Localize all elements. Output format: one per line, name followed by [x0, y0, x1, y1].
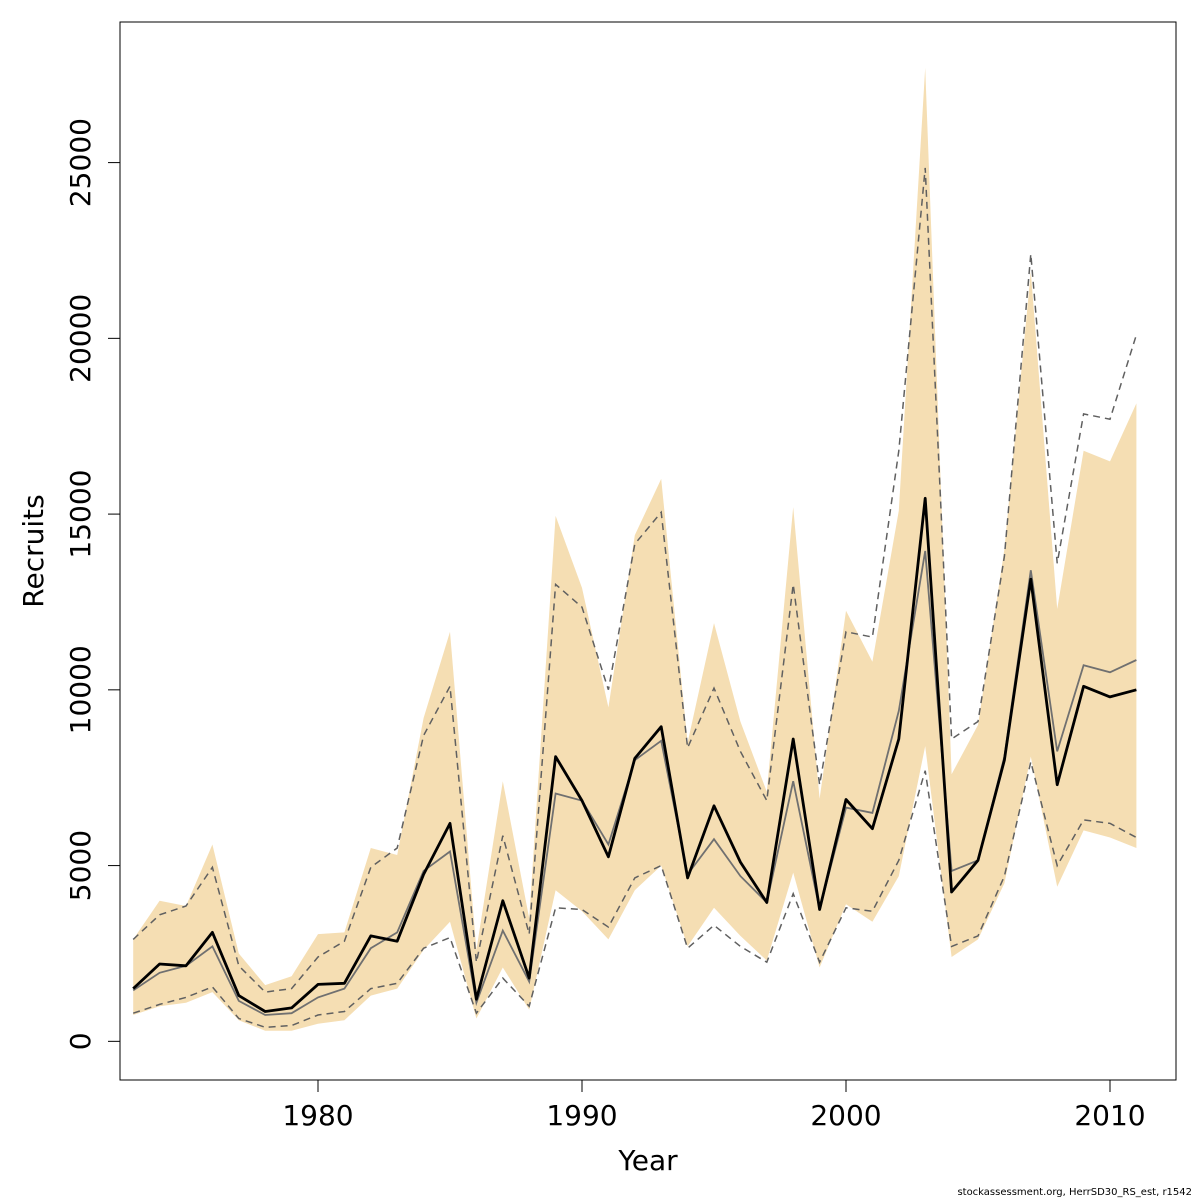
x-tick-label: 1980 [282, 1099, 353, 1132]
x-tick-label: 2000 [810, 1099, 881, 1132]
alt-upper-line [132, 167, 1138, 993]
alt-lower-line [132, 761, 1137, 1029]
axes: 1980 1990 2000 2010 0 5000 10000 15000 20000 2500… [64, 118, 1146, 1132]
y-tick-label: 20000 [64, 294, 97, 383]
x-tick-label: 1990 [546, 1099, 617, 1132]
y-tick-label: 15000 [64, 470, 97, 559]
estimate-line [132, 496, 1137, 1013]
y-axis-title: Recruits [17, 494, 50, 607]
x-tick-label: 2010 [1074, 1099, 1145, 1132]
y-tick-label: 0 [64, 1032, 97, 1050]
y-tick-label: 5000 [64, 830, 97, 901]
confidence-band [133, 67, 1137, 1031]
footer-credit: stockassessment.org, HerrSD30_RS_est, r1… [957, 1187, 1192, 1198]
x-axis-title: Year [617, 1144, 678, 1177]
plot-area [132, 67, 1138, 1031]
y-tick-label: 10000 [64, 645, 97, 734]
y-tick-label: 25000 [64, 118, 97, 207]
